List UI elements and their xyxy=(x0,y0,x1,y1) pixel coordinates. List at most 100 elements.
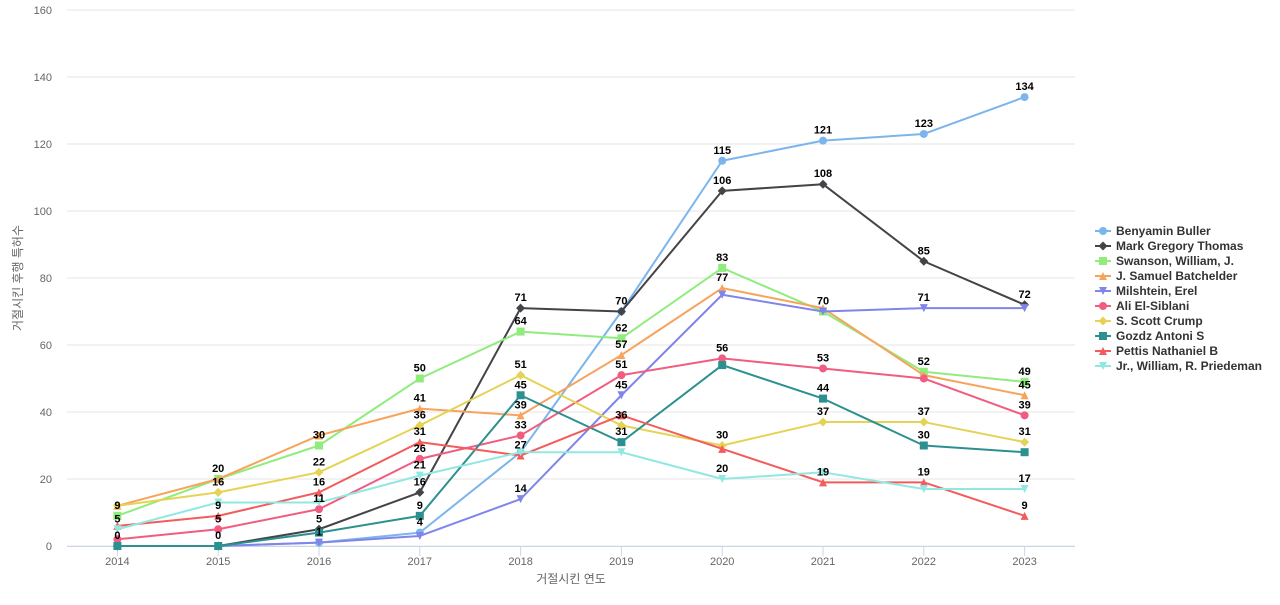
series-6[interactable] xyxy=(113,354,1029,544)
legend-item[interactable]: Mark Gregory Thomas xyxy=(1095,239,1244,253)
series-line[interactable] xyxy=(117,414,1025,527)
data-point[interactable] xyxy=(1020,304,1029,313)
legend-item[interactable]: Gozdz Antoni S xyxy=(1095,329,1204,343)
data-point[interactable] xyxy=(919,304,928,313)
legend-item[interactable]: S. Scott Crump xyxy=(1095,314,1203,328)
data-point[interactable] xyxy=(516,327,525,336)
data-point[interactable] xyxy=(415,487,425,497)
data-point[interactable] xyxy=(718,290,727,299)
data-point[interactable] xyxy=(315,441,323,450)
data-point[interactable] xyxy=(415,511,424,520)
series-line[interactable] xyxy=(117,293,1025,547)
series-line[interactable] xyxy=(117,364,1025,547)
data-point[interactable] xyxy=(415,438,424,447)
data-point[interactable] xyxy=(113,542,122,550)
data-point[interactable] xyxy=(617,448,626,457)
data-point[interactable] xyxy=(718,354,727,363)
data-point[interactable] xyxy=(1020,377,1029,386)
data-point[interactable] xyxy=(617,334,626,343)
data-point[interactable] xyxy=(617,371,626,380)
data-point[interactable] xyxy=(113,525,122,534)
data-point[interactable] xyxy=(1020,511,1029,520)
data-point[interactable] xyxy=(315,505,323,514)
data-point[interactable] xyxy=(718,263,727,272)
data-point[interactable] xyxy=(819,307,827,316)
series-line[interactable] xyxy=(117,374,1025,507)
series-line[interactable] xyxy=(117,287,1025,507)
data-point[interactable] xyxy=(516,495,525,504)
data-point[interactable] xyxy=(516,448,525,457)
data-point[interactable] xyxy=(818,417,828,427)
series-9[interactable] xyxy=(113,411,1029,530)
data-point[interactable] xyxy=(415,420,425,430)
data-point[interactable] xyxy=(213,487,223,497)
data-point[interactable] xyxy=(616,307,626,316)
data-point[interactable] xyxy=(314,467,324,477)
data-point[interactable] xyxy=(718,156,727,165)
legend-item[interactable]: Benyamin Buller xyxy=(1095,224,1211,238)
data-point[interactable] xyxy=(516,303,526,313)
legend-item[interactable]: Jr., William, R. Priedeman xyxy=(1095,359,1262,373)
data-point[interactable] xyxy=(415,374,424,383)
data-point[interactable] xyxy=(214,511,223,520)
data-point[interactable] xyxy=(1020,448,1029,457)
data-point[interactable] xyxy=(214,525,223,534)
series-line[interactable] xyxy=(117,357,1025,541)
data-point[interactable] xyxy=(415,471,424,480)
data-point[interactable] xyxy=(516,431,525,440)
data-point[interactable] xyxy=(617,391,626,400)
series-5[interactable] xyxy=(113,290,1029,550)
data-point[interactable] xyxy=(214,542,223,550)
data-point[interactable] xyxy=(315,431,323,440)
series-line[interactable] xyxy=(117,451,1025,531)
data-point[interactable] xyxy=(516,370,526,380)
data-point[interactable] xyxy=(717,186,727,196)
data-point[interactable] xyxy=(819,468,827,477)
data-point[interactable] xyxy=(315,488,323,497)
data-point[interactable] xyxy=(819,394,827,403)
series-line[interactable] xyxy=(117,183,1025,547)
data-point[interactable] xyxy=(819,364,827,373)
data-point[interactable] xyxy=(617,438,626,447)
data-point[interactable] xyxy=(415,531,424,540)
data-point[interactable] xyxy=(617,411,626,420)
series-2[interactable] xyxy=(112,179,1030,551)
data-point[interactable] xyxy=(516,411,525,420)
data-point[interactable] xyxy=(415,404,424,413)
data-point[interactable] xyxy=(919,417,929,427)
data-point[interactable] xyxy=(1020,93,1029,102)
data-point[interactable] xyxy=(919,129,928,138)
series-4[interactable] xyxy=(113,284,1029,510)
data-point[interactable] xyxy=(1020,391,1029,400)
legend-item[interactable]: J. Samuel Batchelder xyxy=(1095,269,1238,283)
data-point[interactable] xyxy=(113,511,122,520)
series-7[interactable] xyxy=(112,370,1030,511)
data-point[interactable] xyxy=(315,538,323,547)
data-point[interactable] xyxy=(919,374,928,383)
data-point[interactable] xyxy=(1020,485,1029,494)
legend-item[interactable]: Ali El-Siblani xyxy=(1095,299,1189,313)
data-point[interactable] xyxy=(1020,437,1030,447)
data-point[interactable] xyxy=(214,498,223,507)
legend-item[interactable]: Swanson, William, J. xyxy=(1095,254,1234,268)
data-point[interactable] xyxy=(819,136,827,145)
data-point[interactable] xyxy=(819,478,827,487)
data-point[interactable] xyxy=(415,454,424,463)
data-point[interactable] xyxy=(315,498,323,507)
data-point[interactable] xyxy=(1020,411,1029,420)
series-10[interactable] xyxy=(113,448,1029,534)
data-point[interactable] xyxy=(718,361,727,370)
data-point[interactable] xyxy=(919,256,929,266)
data-point[interactable] xyxy=(919,478,928,487)
data-point[interactable] xyxy=(315,528,323,537)
data-point[interactable] xyxy=(919,441,928,450)
data-point[interactable] xyxy=(718,444,727,453)
data-point[interactable] xyxy=(113,535,122,544)
data-point[interactable] xyxy=(112,501,122,511)
data-point[interactable] xyxy=(616,420,626,430)
data-point[interactable] xyxy=(718,284,727,293)
data-point[interactable] xyxy=(516,391,525,400)
data-point[interactable] xyxy=(919,485,928,494)
data-point[interactable] xyxy=(718,475,727,483)
